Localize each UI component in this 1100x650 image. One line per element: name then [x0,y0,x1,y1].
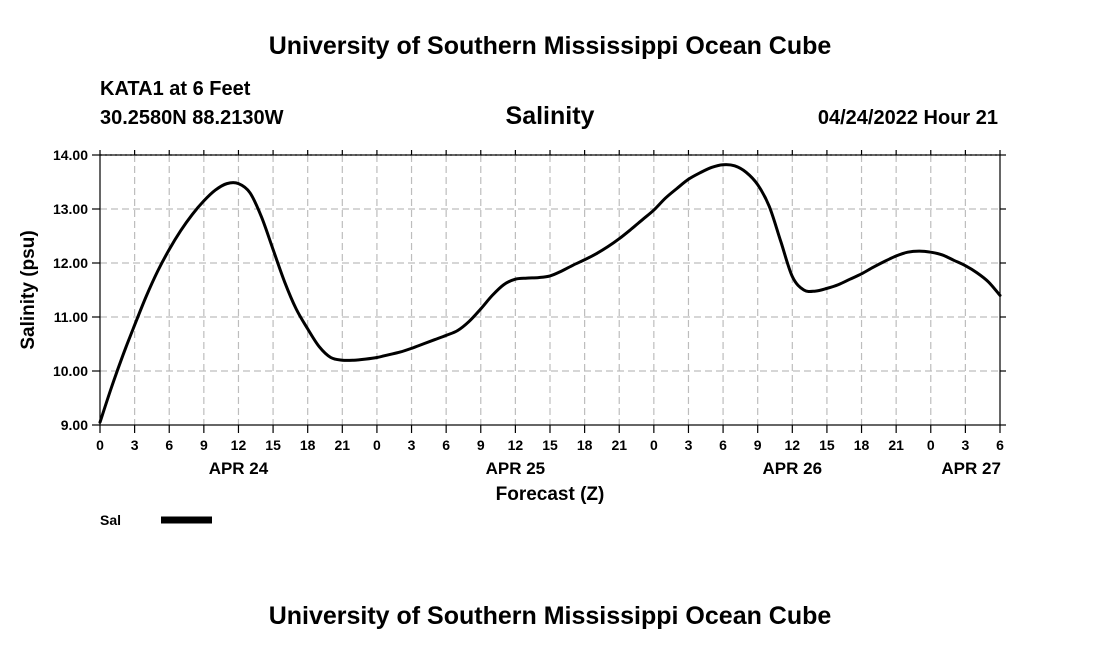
legend-label: Sal [100,512,121,528]
day-label: APR 27 [941,459,1001,478]
y-tick-label: 14.00 [53,147,88,163]
gridlines [100,154,1000,425]
x-tick-label: 6 [996,437,1004,453]
x-tick-label: 21 [888,437,904,453]
y-tick-label: 10.00 [53,363,88,379]
x-tick-label: 6 [442,437,450,453]
x-tick-label: 3 [685,437,693,453]
x-tick-label: 12 [508,437,524,453]
x-tick-label: 3 [131,437,139,453]
location-label: 30.2580N 88.2130W [100,107,284,129]
x-tick-label: 6 [719,437,727,453]
x-tick-label: 9 [477,437,485,453]
x-tick-label: 0 [650,437,658,453]
x-tick-label: 12 [785,437,801,453]
x-tick-label: 18 [577,437,593,453]
x-tick-label: 9 [200,437,208,453]
y-tick-label: 13.00 [53,201,88,217]
y-axis-label: Salinity (psu) [18,230,39,349]
series-line-sal [98,163,1002,424]
day-label: APR 26 [763,459,823,478]
chart-subtitle: Salinity [506,102,595,130]
x-tick-label: 15 [819,437,835,453]
x-tick-label: 0 [373,437,381,453]
day-label: APR 24 [209,459,269,478]
x-tick-label: 21 [335,437,351,453]
x-tick-label: 0 [927,437,935,453]
station-label: KATA1 at 6 Feet [100,78,251,100]
x-tick-label: 6 [165,437,173,453]
x-tick-label: 15 [265,437,281,453]
x-tick-label: 21 [611,437,627,453]
x-axis-label: Forecast (Z) [496,484,605,505]
footer-title: University of Southern Mississippi Ocean… [269,602,832,630]
chart-title: University of Southern Mississippi Ocean… [269,32,832,60]
y-tick-label: 11.00 [54,309,88,325]
x-tick-label: 12 [231,437,247,453]
x-tick-label: 18 [854,437,870,453]
x-tick-label: 15 [542,437,558,453]
x-tick-label: 18 [300,437,316,453]
y-tick-label: 12.00 [53,255,88,271]
x-tick-label: 9 [754,437,762,453]
x-tick-label: 3 [961,437,969,453]
plot-frame [99,154,1001,426]
y-tick-label: 9.00 [61,417,88,433]
day-labels: APR 24 APR 25 APR 26 APR 27 [209,459,1001,478]
timestamp-label: 04/24/2022 Hour 21 [818,107,998,129]
y-axis-ticks: 9.00 10.00 11.00 12.00 13.00 14.00 [53,147,1006,433]
day-label: APR 25 [486,459,546,478]
x-tick-label: 3 [408,437,416,453]
x-tick-label: 0 [96,437,104,453]
x-axis-ticks: 0 3 6 9 12 15 18 21 0 3 6 9 12 15 18 21 0 3 6 9 12 15 18 21 0 3 6 [96,150,1004,453]
